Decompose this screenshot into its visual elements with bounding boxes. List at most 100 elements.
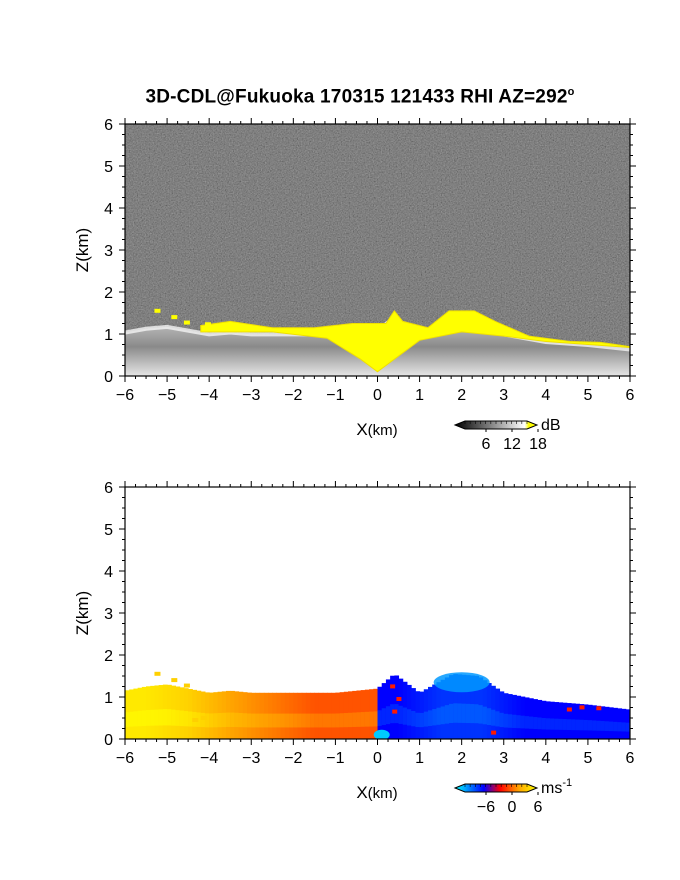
velocity-band xyxy=(558,718,564,730)
velocity-band xyxy=(428,710,433,726)
colorbar-bottom: ms-1 −6 0 6 xyxy=(453,777,572,816)
velocity-band xyxy=(348,712,353,728)
velocity-speck xyxy=(200,715,207,720)
velocity-speck xyxy=(390,684,396,689)
velocity-band xyxy=(343,713,349,728)
velocity-band xyxy=(482,706,488,725)
velocity-band xyxy=(133,711,139,727)
velocity-band xyxy=(592,720,597,731)
x-tick-label: −1 xyxy=(326,387,344,404)
velocity-band xyxy=(436,707,442,725)
y-tick-label: 3 xyxy=(104,243,113,260)
velocity-band xyxy=(339,713,345,728)
velocity-band xyxy=(217,713,223,728)
velocity-speck xyxy=(596,706,602,711)
snr-plot-area xyxy=(125,124,630,376)
velocity-band xyxy=(226,712,231,727)
x-tick-label: 0 xyxy=(373,750,382,767)
velocity-band xyxy=(242,713,248,728)
x-tick-label: −4 xyxy=(200,387,218,404)
snr-high-region xyxy=(200,310,630,373)
velocity-band xyxy=(453,703,458,723)
velocity-band xyxy=(259,713,265,728)
velocity-speck xyxy=(171,678,178,683)
x-tick-label: 6 xyxy=(626,387,635,404)
velocity-band xyxy=(331,713,336,728)
x-tick-label: 1 xyxy=(415,750,424,767)
y-tick-label: 3 xyxy=(104,606,113,623)
axes-top: −6 −5 −4 −3 −2 −1 0 1 2 3 4 5 6 0 1 2 3 4 5 6 X(km) Z(km) xyxy=(73,117,636,439)
velocity-band xyxy=(440,706,446,725)
velocity-band xyxy=(364,711,370,727)
velocity-band xyxy=(507,714,513,728)
x-tick-label: 2 xyxy=(457,387,466,404)
velocity-band xyxy=(571,719,576,731)
velocity-band xyxy=(356,712,362,727)
velocity-band xyxy=(524,716,530,729)
velocity-band xyxy=(280,713,286,728)
velocity-band xyxy=(204,713,210,728)
velocity-band xyxy=(415,712,421,728)
velocity-band xyxy=(238,713,244,728)
velocity-band xyxy=(289,713,294,728)
y-tick-label: 1 xyxy=(104,327,113,344)
velocity-band xyxy=(230,712,235,727)
colorbar-unit: ms-1 xyxy=(541,777,572,797)
x-tick-label: 3 xyxy=(499,750,508,767)
x-tick-label: 5 xyxy=(583,750,592,767)
velocity-band xyxy=(200,712,206,728)
velocity-band xyxy=(545,718,551,730)
y-tick-label: 6 xyxy=(104,117,113,134)
snr-speck xyxy=(171,315,178,320)
y-tick-label: 5 xyxy=(104,522,113,539)
velocity-band xyxy=(579,719,585,731)
velocity-band xyxy=(322,713,328,728)
velocity-band xyxy=(541,717,547,730)
snr-speck xyxy=(204,322,211,327)
x-tick-label: −3 xyxy=(242,387,260,404)
velocity-band xyxy=(276,713,282,728)
velocity-band xyxy=(221,712,227,728)
snr-speck xyxy=(217,325,224,330)
x-axis-label: X(km) xyxy=(356,783,397,802)
velocity-band xyxy=(335,713,341,728)
y-tick-label: 6 xyxy=(104,480,113,497)
velocity-band xyxy=(327,713,332,728)
velocity-plot-area xyxy=(125,671,630,739)
velocity-band xyxy=(587,720,593,731)
velocity-band xyxy=(419,712,425,728)
axes-bottom: −6 −5 −4 −3 −2 −1 0 1 2 3 4 5 6 0 1 2 3 4 5 6 X(km) Z(km) xyxy=(73,480,636,802)
x-tick-label: 4 xyxy=(541,387,550,404)
velocity-band xyxy=(465,703,471,724)
velocity-band xyxy=(529,716,534,729)
velocity-band xyxy=(406,709,412,726)
x-tick-label: −5 xyxy=(158,750,176,767)
velocity-band xyxy=(444,705,450,724)
x-axis-label: X(km) xyxy=(356,420,397,439)
x-tick-label: −3 xyxy=(242,750,260,767)
x-tick-label: −1 xyxy=(326,750,344,767)
y-tick-label: 2 xyxy=(104,648,113,665)
velocity-band xyxy=(150,709,155,726)
velocity-band xyxy=(604,721,610,731)
colorbar-tick-label: −6 xyxy=(477,799,495,816)
velocity-speck xyxy=(396,697,402,701)
velocity-band xyxy=(533,717,538,730)
velocity-band xyxy=(196,712,202,727)
y-tick-label: 1 xyxy=(104,690,113,707)
velocity-band xyxy=(318,713,324,728)
velocity-band xyxy=(310,713,315,728)
velocity-band xyxy=(158,709,164,726)
velocity-band xyxy=(575,719,580,731)
velocity-band xyxy=(621,722,627,732)
velocity-band xyxy=(449,703,454,724)
velocity-band xyxy=(596,720,602,731)
velocity-band xyxy=(272,713,277,728)
velocity-band xyxy=(268,713,273,728)
velocity-band xyxy=(188,711,193,727)
velocity-band xyxy=(301,713,307,728)
velocity-band xyxy=(171,709,176,726)
x-tick-label: −2 xyxy=(284,387,302,404)
velocity-band xyxy=(398,705,404,724)
velocity-band xyxy=(402,707,408,725)
